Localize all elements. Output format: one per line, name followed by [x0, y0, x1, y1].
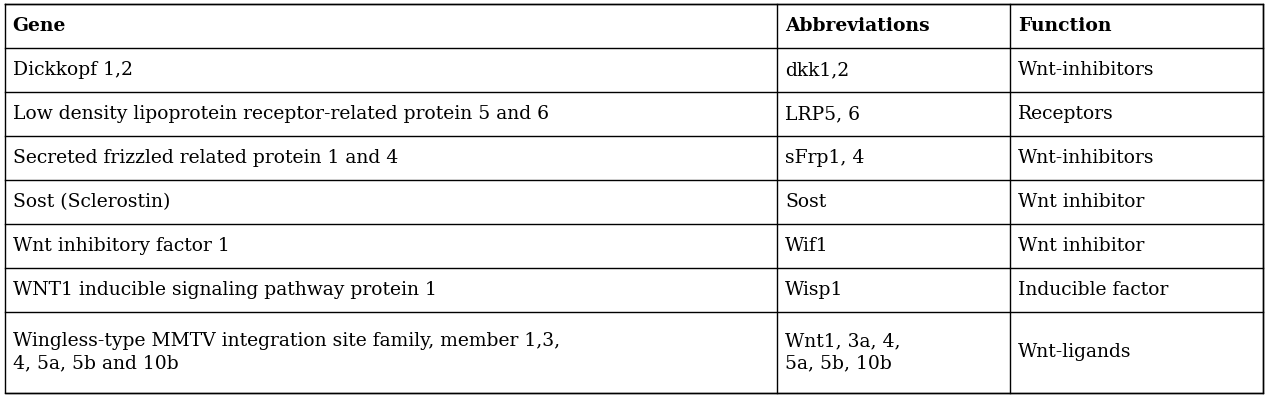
Text: dkk1,2: dkk1,2 [785, 61, 850, 79]
Text: Wingless-type MMTV integration site family, member 1,3,
4, 5a, 5b and 10b: Wingless-type MMTV integration site fami… [13, 332, 559, 372]
Text: Receptors: Receptors [1018, 105, 1113, 123]
Text: Wnt1, 3a, 4,
5a, 5b, 10b: Wnt1, 3a, 4, 5a, 5b, 10b [785, 332, 900, 372]
Text: Wnt-inhibitors: Wnt-inhibitors [1018, 61, 1154, 79]
Text: Function: Function [1018, 17, 1111, 35]
Text: Wnt inhibitor: Wnt inhibitor [1018, 193, 1144, 211]
Text: sFrp1, 4: sFrp1, 4 [785, 149, 865, 167]
Text: Secreted frizzled related protein 1 and 4: Secreted frizzled related protein 1 and … [13, 149, 398, 167]
Text: Dickkopf 1,2: Dickkopf 1,2 [13, 61, 133, 79]
Text: Wnt inhibitory factor 1: Wnt inhibitory factor 1 [13, 237, 230, 255]
Text: Wisp1: Wisp1 [785, 281, 843, 299]
Text: Gene: Gene [13, 17, 66, 35]
Text: Abbreviations: Abbreviations [785, 17, 929, 35]
Text: Wif1: Wif1 [785, 237, 828, 255]
Text: Low density lipoprotein receptor-related protein 5 and 6: Low density lipoprotein receptor-related… [13, 105, 549, 123]
Text: Sost (Sclerostin): Sost (Sclerostin) [13, 193, 170, 211]
Text: Wnt-ligands: Wnt-ligands [1018, 343, 1131, 361]
Text: LRP5, 6: LRP5, 6 [785, 105, 860, 123]
Text: WNT1 inducible signaling pathway protein 1: WNT1 inducible signaling pathway protein… [13, 281, 436, 299]
Text: Inducible factor: Inducible factor [1018, 281, 1168, 299]
Text: Wnt inhibitor: Wnt inhibitor [1018, 237, 1144, 255]
Text: Wnt-inhibitors: Wnt-inhibitors [1018, 149, 1154, 167]
Text: Sost: Sost [785, 193, 827, 211]
